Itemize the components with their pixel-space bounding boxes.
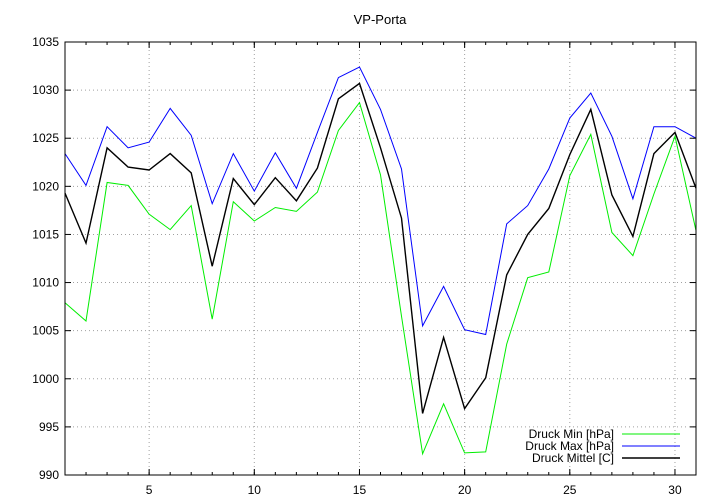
series-line-1 (64, 101, 697, 456)
x-tick-label: 20 (458, 483, 472, 497)
y-tick-label: 1035 (32, 35, 59, 49)
x-tick-label: 25 (563, 483, 577, 497)
plot-frame (64, 41, 697, 476)
y-tick-label: 1005 (32, 324, 59, 338)
y-tick-label: 990 (39, 468, 59, 482)
y-tick-label: 1010 (32, 276, 59, 290)
x-tick-label: 5 (146, 483, 153, 497)
y-tick-label: 1020 (32, 179, 59, 193)
y-tick-label: 1030 (32, 83, 59, 97)
y-tick-label: 1025 (32, 131, 59, 145)
series-layer (64, 66, 697, 456)
series-line-3 (64, 82, 697, 414)
legend-label-3: Druck Mittel [C] (532, 451, 614, 465)
x-tick-label: 30 (668, 483, 682, 497)
x-tick-label: 15 (353, 483, 367, 497)
chart-title: VP-Porta (354, 12, 408, 27)
y-tick-label: 995 (39, 420, 59, 434)
x-tick-label: 10 (248, 483, 262, 497)
y-tick-label: 1015 (32, 227, 59, 241)
legend-label-2: Druck Max [hPa] (525, 439, 614, 453)
legend: Druck Min [hPa]Druck Max [hPa]Druck Mitt… (525, 427, 680, 465)
grid-layer (65, 42, 696, 475)
y-tick-label: 1000 (32, 372, 59, 386)
series-line-2 (64, 66, 697, 336)
legend-label-1: Druck Min [hPa] (529, 427, 614, 441)
